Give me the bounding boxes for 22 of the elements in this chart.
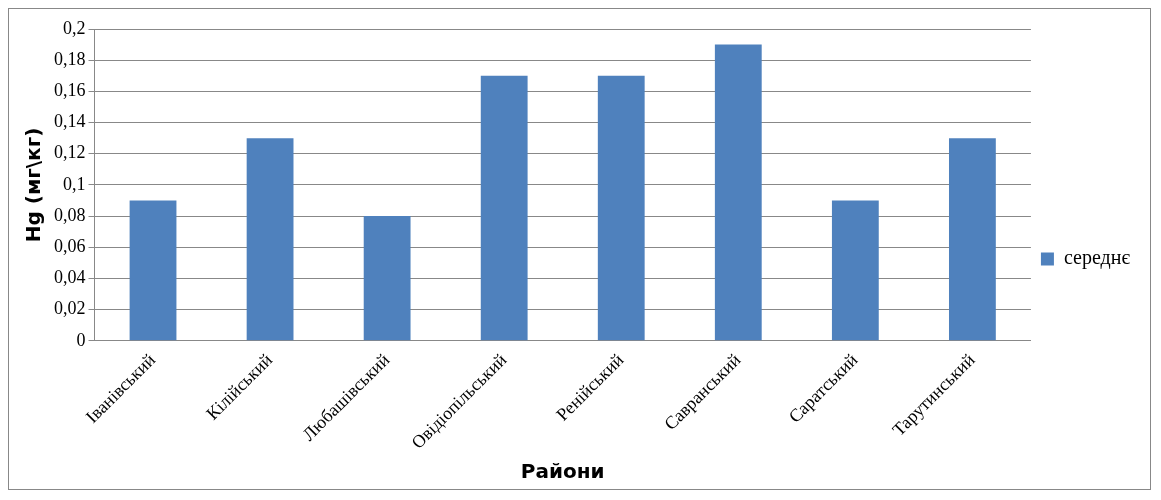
y-tick-label: 0 (76, 329, 86, 350)
y-tick-label: 0,06 (54, 236, 86, 257)
y-tick-label: 0,18 (54, 48, 86, 69)
y-axis-title: Hg (мг\кг) (21, 127, 46, 243)
y-tick-label: 0,16 (54, 80, 86, 101)
legend-label: середнє (1063, 246, 1131, 270)
bar (480, 75, 528, 341)
y-tick-label: 0,1 (63, 173, 86, 194)
bar (714, 44, 762, 341)
bar (831, 200, 879, 341)
y-tick-label: 0,04 (54, 267, 86, 288)
bar (246, 138, 294, 341)
y-tick-label: 0,12 (54, 142, 86, 163)
bar (129, 200, 177, 341)
y-tick-label: 0,2 (63, 17, 86, 38)
bar (597, 75, 645, 341)
y-tick-label: 0,08 (54, 204, 86, 225)
bar (363, 216, 411, 341)
y-tick-label: 0,02 (54, 298, 86, 319)
x-axis-title: Райони (520, 459, 605, 484)
y-tick-label: 0,14 (54, 111, 86, 132)
bar (948, 138, 996, 341)
